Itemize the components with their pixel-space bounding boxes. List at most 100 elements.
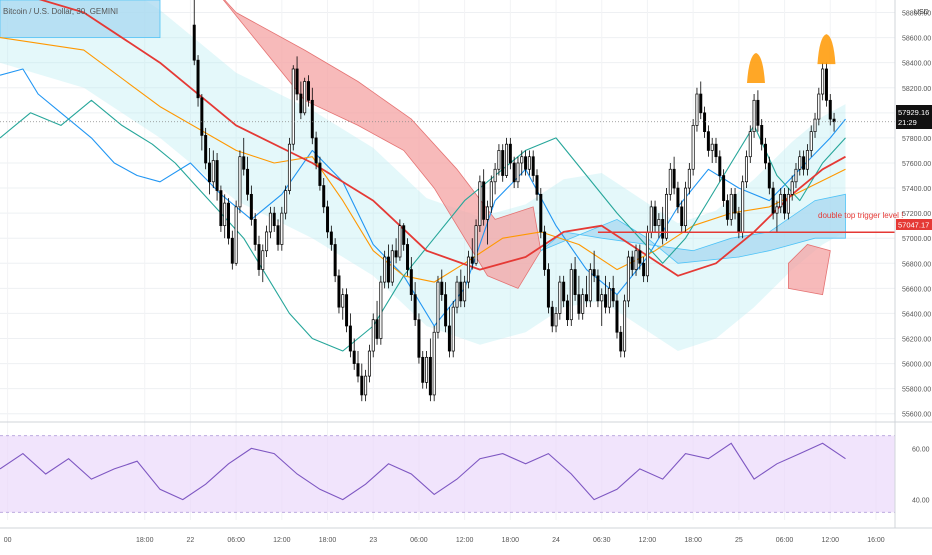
candle-body[interactable] [767,162,771,189]
candle-body[interactable] [706,131,710,151]
candle-body[interactable] [771,187,775,214]
candle-body[interactable] [383,256,387,283]
candle-body[interactable] [520,156,524,164]
candle-body[interactable] [600,294,604,302]
candle-body[interactable] [623,300,627,352]
candle-body[interactable] [253,219,257,245]
candle-body[interactable] [444,294,448,327]
candle-body[interactable] [451,306,455,352]
candle-body[interactable] [802,156,806,170]
candle-body[interactable] [775,206,779,214]
candle-body[interactable] [329,231,333,245]
candle-body[interactable] [824,68,828,101]
candle-body[interactable] [280,212,284,245]
candle-body[interactable] [436,281,440,333]
candle-body[interactable] [508,143,512,164]
candle-body[interactable] [192,24,196,61]
candle-body[interactable] [680,206,684,227]
candle-body[interactable] [737,212,741,233]
candle-body[interactable] [733,193,737,214]
candle-body[interactable] [265,231,269,252]
candle-body[interactable] [345,294,349,327]
candle-body[interactable] [790,181,794,195]
candle-body[interactable] [489,181,493,208]
candle-body[interactable] [223,202,227,227]
candle-body[interactable] [299,93,303,114]
candle-body[interactable] [211,160,215,183]
candle-body[interactable] [554,313,558,327]
candle-body[interactable] [741,181,745,233]
candle-body[interactable] [512,162,516,183]
candle-body[interactable] [672,168,676,189]
candle-body[interactable] [546,269,550,308]
candle-body[interactable] [234,206,238,264]
candle-body[interactable] [638,250,642,264]
candle-body[interactable] [200,97,204,136]
candle-body[interactable] [779,193,783,208]
candle-body[interactable] [394,250,398,258]
candle-body[interactable] [630,256,634,270]
candle-body[interactable] [421,356,425,383]
candle-body[interactable] [497,150,501,170]
candle-body[interactable] [607,288,611,308]
candle-body[interactable] [760,125,764,145]
candle-body[interactable] [524,156,528,170]
candle-body[interactable] [703,112,707,132]
candle-body[interactable] [649,206,653,233]
candle-body[interactable] [565,300,569,321]
candle-body[interactable] [314,137,318,164]
candle-body[interactable] [604,294,608,308]
candle-body[interactable] [493,168,497,183]
candle-body[interactable] [577,294,581,314]
candle-body[interactable] [832,118,836,123]
candle-body[interactable] [337,275,341,308]
candle-body[interactable] [402,225,406,245]
candle-body[interactable] [398,225,402,258]
candle-body[interactable] [276,225,280,245]
candle-body[interactable] [821,68,825,95]
candle-body[interactable] [428,356,432,396]
candle-body[interactable] [268,212,272,233]
candle-body[interactable] [249,193,253,220]
candle-body[interactable] [219,190,223,227]
candle-body[interactable] [783,193,787,214]
candle-body[interactable] [287,143,291,191]
candle-body[interactable] [645,231,649,277]
candle-body[interactable] [744,156,748,183]
candle-body[interactable] [318,162,322,186]
candle-body[interactable] [333,244,337,277]
candle-body[interactable] [798,156,802,170]
candle-body[interactable] [413,294,417,321]
candle-body[interactable] [817,93,821,120]
candle-body[interactable] [619,331,623,352]
candle-body[interactable] [459,281,463,302]
candle-body[interactable] [291,68,295,145]
candle-body[interactable] [341,294,345,308]
candle-body[interactable] [756,99,760,126]
candle-body[interactable] [642,262,646,277]
candle-body[interactable] [813,118,817,132]
candle-body[interactable] [718,156,722,176]
candle-body[interactable] [386,256,390,283]
candle-body[interactable] [371,319,375,352]
candle-body[interactable] [409,269,413,295]
candle-body[interactable] [596,275,600,302]
candle-body[interactable] [626,256,630,302]
candle-body[interactable] [585,294,589,302]
candle-body[interactable] [215,160,219,191]
candle-body[interactable] [295,68,299,95]
candle-body[interactable] [828,99,832,120]
candle-body[interactable] [664,193,668,239]
candle-body[interactable] [527,156,531,170]
candle-body[interactable] [463,281,467,302]
candle-body[interactable] [257,244,261,270]
candle-body[interactable] [303,81,307,114]
candle-body[interactable] [364,375,368,396]
candle-body[interactable] [805,150,809,170]
candle-body[interactable] [558,281,562,314]
candle-body[interactable] [699,93,703,114]
candle-body[interactable] [550,306,554,327]
candle-body[interactable] [196,59,200,99]
candle-body[interactable] [474,225,478,264]
